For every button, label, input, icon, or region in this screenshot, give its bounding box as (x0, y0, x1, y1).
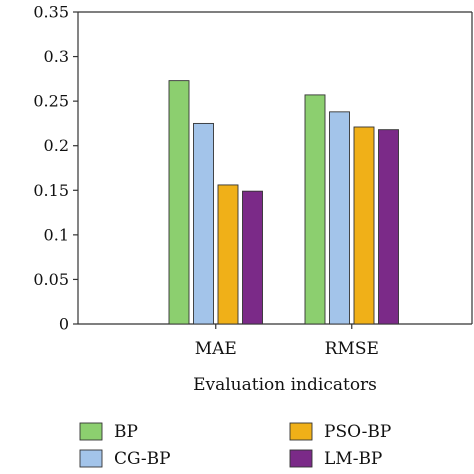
bars-group (168, 80, 399, 325)
legend-label-lm-bp: LM-BP (324, 449, 382, 469)
legend-swatch-pso-bp (289, 422, 313, 441)
legend-label-cg-bp: CG-BP (114, 449, 171, 469)
y-tick-label: 0.3 (44, 47, 69, 66)
x-tick-label: RMSE (325, 339, 379, 359)
y-tick-label: 0.05 (33, 270, 69, 289)
y-tick-label: 0.35 (33, 3, 69, 22)
bar-lm-bp-mae (242, 190, 263, 325)
y-tick-label: 0.2 (44, 136, 69, 155)
bar-pso-bp-rmse (353, 126, 375, 325)
x-axis-title: Evaluation indicators (193, 375, 377, 395)
legend-swatch-lm-bp (289, 449, 313, 468)
axes: 0 0.05 0.1 0.15 0.2 0.25 0.3 0.35 (33, 3, 473, 334)
y-tick-label: 0.15 (33, 181, 69, 200)
y-tick-label: 0.1 (44, 225, 69, 244)
bar-cg-bp-rmse (329, 111, 350, 325)
legend-label-bp: BP (114, 422, 138, 442)
legend-swatch-cg-bp (79, 449, 103, 468)
legend: BP PSO-BP CG-BP LM-BP (79, 422, 391, 469)
y-tick-label: 0 (59, 315, 69, 334)
x-tick-label: MAE (195, 339, 237, 359)
legend-swatch-bp (79, 422, 103, 441)
legend-label-pso-bp: PSO-BP (324, 422, 391, 442)
bar-bp-rmse (304, 94, 326, 325)
bar-cg-bp-mae (193, 122, 214, 325)
bar-pso-bp-mae (217, 184, 239, 325)
category-labels: MAE RMSE (195, 339, 379, 359)
bar-lm-bp-rmse (378, 129, 399, 325)
bar-bp-mae (168, 80, 190, 325)
y-tick-label: 0.25 (33, 92, 69, 111)
